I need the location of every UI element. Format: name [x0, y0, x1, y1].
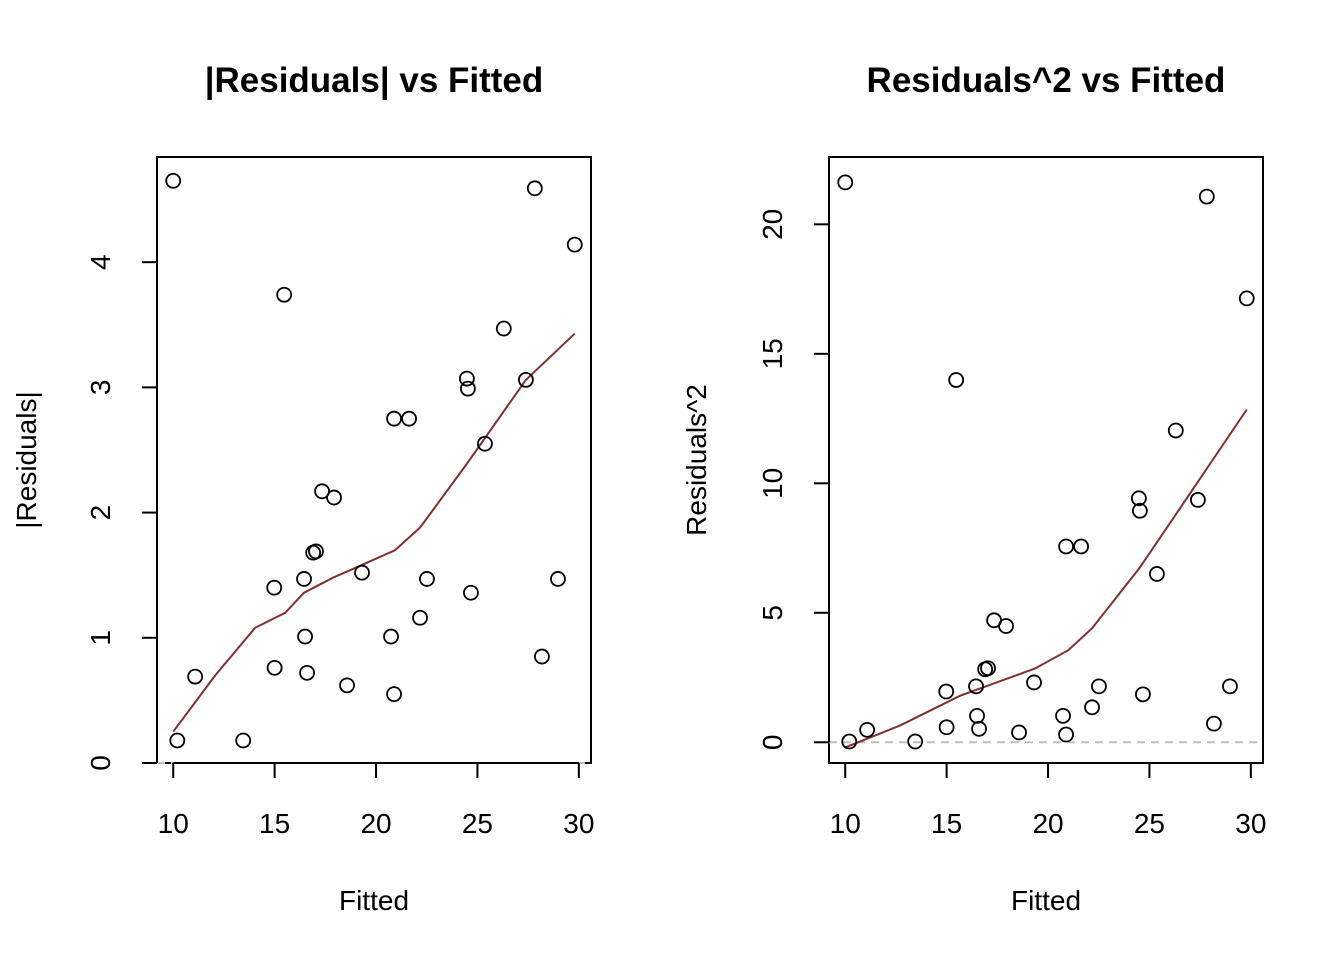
right-ylabel: Residuals^2	[681, 384, 712, 536]
left-data-point	[463, 584, 479, 601]
left-data-point	[566, 236, 583, 253]
right-data-point	[1011, 724, 1027, 741]
right-data-point	[1222, 678, 1238, 695]
right-title: Residuals^2 vs Fitted	[867, 61, 1226, 100]
right-plot-box	[828, 156, 1264, 764]
left-data-point	[459, 380, 476, 397]
left-ylabel: |Residuals|	[11, 391, 42, 529]
right-y-tick-label: 20	[757, 209, 788, 240]
right-data-point	[1084, 699, 1100, 716]
right-x-tick-label: 10	[830, 808, 861, 839]
right-data-point	[837, 174, 854, 191]
left-data-point	[235, 732, 252, 749]
right-data-point	[1206, 715, 1222, 732]
left-data-point	[266, 659, 283, 676]
left-data-point	[412, 609, 428, 626]
left-y-tick-label: 0	[85, 755, 116, 771]
right-y-tick-label: 15	[757, 338, 788, 369]
left-x-tick-label: 20	[360, 808, 391, 839]
right-data-point	[1131, 502, 1148, 519]
left-data-point	[354, 564, 370, 581]
left-data-point	[187, 668, 204, 685]
right-data-point	[980, 660, 996, 677]
left-panel: 10 15 20 25 30 0 1 2 3 4	[85, 156, 594, 839]
right-data-point	[968, 678, 984, 695]
right-panel: 10 15 20 25 30 0 5 10 15 20	[757, 156, 1266, 839]
left-data-point	[518, 371, 534, 388]
right-y-tick-label: 10	[757, 468, 788, 499]
right-y-tick-label: 0	[757, 734, 788, 750]
left-y-tick-label: 4	[85, 254, 116, 270]
left-xlabel: Fitted	[339, 885, 409, 916]
right-data-point	[1198, 188, 1215, 205]
right-y-tick-label: 5	[757, 605, 788, 621]
left-y-tick-label: 3	[85, 380, 116, 396]
left-data-point	[326, 489, 342, 506]
right-data-point	[969, 707, 985, 724]
left-y-tick-label: 1	[85, 630, 116, 646]
left-data-point	[314, 483, 330, 500]
left-data-point	[477, 435, 493, 452]
right-data-point	[1149, 566, 1165, 582]
left-data-point	[169, 732, 186, 749]
right-data-point	[1130, 490, 1147, 507]
left-data-point	[339, 677, 355, 694]
right-data-point	[907, 733, 924, 750]
right-xlabel: Fitted	[1011, 885, 1081, 916]
right-x-tick-label: 20	[1032, 808, 1063, 839]
right-data-point	[1190, 491, 1206, 508]
left-data-point	[495, 320, 512, 337]
left-y-tick-label: 2	[85, 505, 116, 521]
left-x-tick-label: 30	[563, 808, 594, 839]
right-data-point	[1238, 290, 1255, 307]
right-data-point	[1073, 538, 1089, 555]
right-data-point	[1091, 678, 1107, 695]
left-smooth-line	[172, 332, 576, 733]
left-data-point	[401, 410, 417, 427]
right-data-point	[948, 372, 965, 388]
left-data-point	[276, 286, 293, 303]
left-data-point	[299, 664, 315, 681]
left-data-point	[550, 571, 566, 587]
left-data-point	[386, 686, 402, 703]
right-data-point	[938, 683, 955, 700]
left-data-point	[308, 543, 324, 560]
left-title: |Residuals| vs Fitted	[205, 61, 544, 100]
left-x-tick-label: 10	[158, 808, 189, 839]
left-x-tick-label: 25	[462, 808, 493, 839]
left-data-point	[165, 172, 182, 189]
right-data-point	[859, 721, 876, 738]
left-data-point	[383, 628, 399, 645]
right-smooth-line	[844, 408, 1248, 749]
right-data-point	[971, 720, 987, 737]
right-data-point	[1058, 726, 1074, 743]
right-data-point	[1167, 422, 1184, 439]
right-data-point	[1135, 686, 1151, 703]
right-x-tick-label: 15	[931, 808, 962, 839]
right-data-point	[998, 618, 1014, 634]
right-data-point	[1026, 674, 1042, 691]
left-plot-box	[156, 156, 592, 764]
right-data-point	[1055, 707, 1071, 724]
right-data-point	[1058, 538, 1074, 555]
right-x-tick-label: 25	[1134, 808, 1165, 839]
right-data-point	[841, 733, 858, 750]
left-data-point	[419, 571, 435, 587]
left-x-tick-label: 15	[259, 808, 290, 839]
right-x-tick-label: 30	[1235, 808, 1266, 839]
left-data-point	[297, 628, 313, 645]
left-data-point	[296, 571, 312, 587]
left-data-point	[534, 648, 550, 665]
right-data-point	[938, 719, 955, 736]
left-data-point	[526, 180, 543, 197]
left-data-point	[266, 579, 283, 596]
left-data-point	[386, 410, 402, 427]
left-data-point	[458, 370, 475, 387]
